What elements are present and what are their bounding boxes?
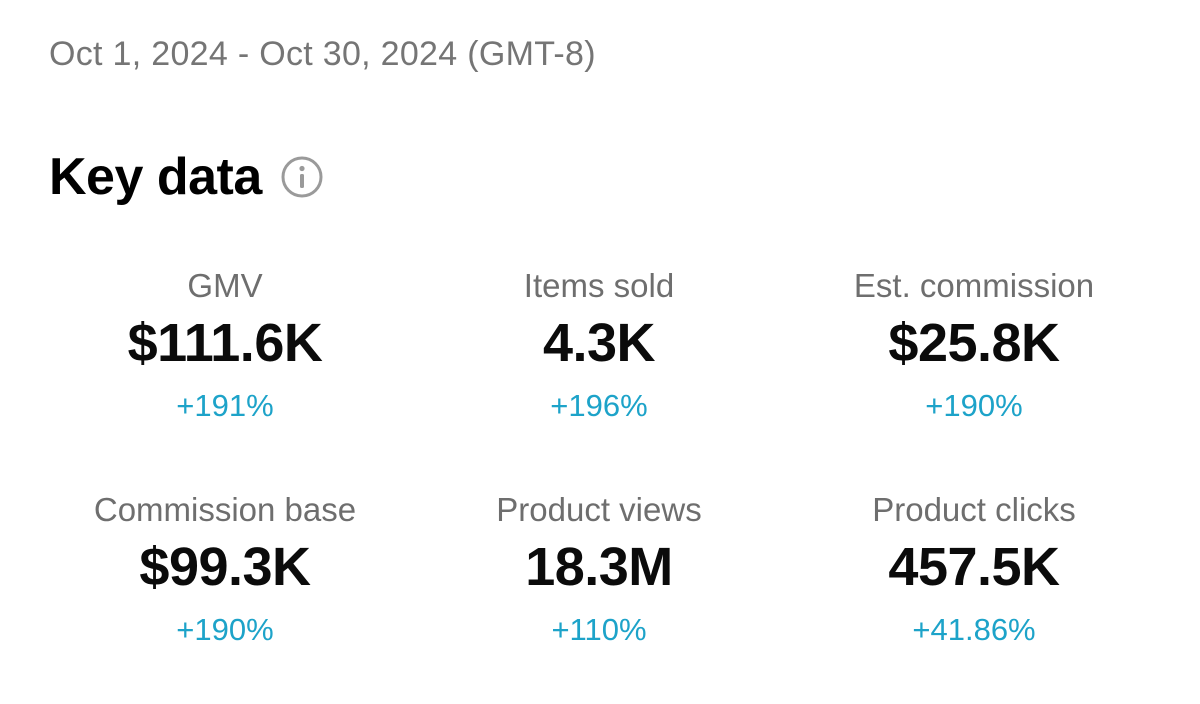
metric-label: GMV — [187, 267, 263, 304]
metric-change: +190% — [925, 388, 1023, 423]
metric-product-views[interactable]: Product views 18.3M +110% — [450, 480, 748, 704]
metric-label: Product clicks — [872, 491, 1076, 528]
section-title: Key data — [49, 148, 262, 206]
metric-product-clicks[interactable]: Product clicks 457.5K +41.86% — [748, 480, 1200, 704]
metric-label: Product views — [496, 491, 702, 528]
metric-value: 18.3M — [525, 537, 673, 597]
info-icon[interactable] — [280, 155, 324, 199]
metric-gmv[interactable]: GMV $111.6K +191% — [0, 256, 450, 480]
metric-label: Est. commission — [853, 267, 1095, 304]
metric-change: +191% — [176, 388, 274, 423]
metric-value: 457.5K — [888, 537, 1060, 597]
metrics-row-2: Commission base $99.3K +190% Product vie… — [0, 480, 1200, 704]
metric-value: $25.8K — [888, 313, 1060, 373]
metrics-grid: GMV $111.6K +191% Items sold 4.3K +196% … — [0, 256, 1200, 704]
metric-items-sold[interactable]: Items sold 4.3K +196% — [450, 256, 748, 480]
key-data-header: Key data — [49, 142, 324, 212]
metric-change: +41.86% — [912, 612, 1036, 647]
metric-value: 4.3K — [542, 313, 656, 373]
metric-label: Items sold — [523, 267, 675, 304]
metric-change: +196% — [550, 388, 648, 423]
metric-value: $99.3K — [139, 537, 311, 597]
metric-label: Commission base — [93, 491, 357, 528]
date-range[interactable]: Oct 1, 2024 - Oct 30, 2024 (GMT-8) — [49, 35, 596, 73]
metric-est-commission[interactable]: Est. commission $25.8K +190% — [748, 256, 1200, 480]
metric-value: $111.6K — [127, 313, 323, 373]
metric-commission-base[interactable]: Commission base $99.3K +190% — [0, 480, 450, 704]
metrics-row-1: GMV $111.6K +191% Items sold 4.3K +196% … — [0, 256, 1200, 480]
metric-change: +110% — [551, 612, 647, 647]
metric-change: +190% — [176, 612, 274, 647]
